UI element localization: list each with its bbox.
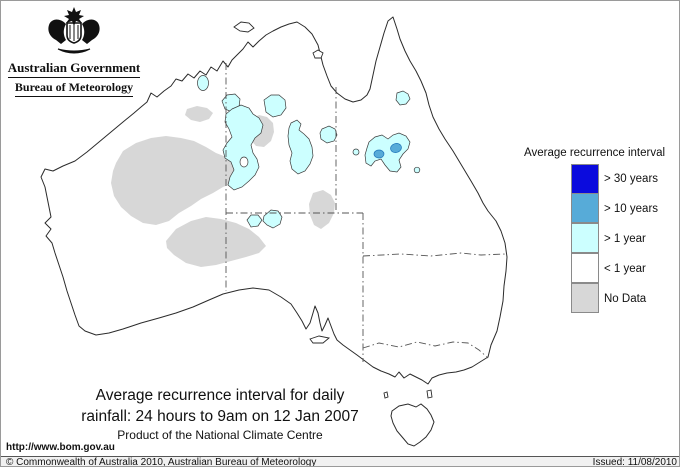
border-qld-nsw [362, 252, 506, 257]
border-nsw-vic [362, 341, 489, 359]
legend-label-gt30: > 30 years [604, 173, 659, 185]
no-data-region-corner [309, 190, 335, 229]
rain-patch-nt-central [222, 104, 264, 191]
coat-of-arms-icon [48, 7, 100, 54]
bom-url: http://www.bom.gov.au [6, 442, 115, 453]
rain-spot-qld-east [390, 143, 402, 153]
footer-bar: © Commonwealth of Australia 2010, Austra… [1, 457, 679, 467]
flinders-island [426, 389, 433, 399]
legend-swatch-gt1 [571, 223, 599, 253]
rain-patch-qld [364, 132, 411, 173]
no-data-region-wa-south [166, 217, 266, 267]
rain-patch-dot-qld-south [413, 166, 421, 174]
crest-kangaroo [48, 19, 66, 44]
gov-title: Australian Government [7, 61, 141, 78]
legend-title: Average recurrence interval [524, 147, 666, 159]
caption-line3: Product of the National Climate Centre [117, 428, 323, 442]
legend-swatch-gt10 [571, 193, 599, 223]
rain-gt10yr-regions [373, 143, 402, 159]
rain-spot-qld-west [373, 149, 385, 159]
crest-star [64, 7, 84, 26]
rain-patch-sa-border-east [262, 209, 283, 229]
crest-scroll [57, 48, 91, 54]
rain-patch-sa-border-west [246, 214, 263, 228]
copyright-text: © Commonwealth of Australia 2010, Austra… [6, 457, 317, 467]
legend-swatch-lt1 [571, 253, 599, 283]
mainland-coastline [40, 16, 508, 385]
state-borders [225, 63, 506, 362]
crest-shield [66, 22, 82, 44]
issued-date: Issued: 11/08/2010 [592, 457, 677, 467]
legend-label-gt1: > 1 year [604, 233, 646, 245]
legend-label-gt10: > 10 years [604, 203, 659, 215]
no-data-region-kimberley [185, 106, 213, 122]
groote-eylandt [312, 49, 324, 59]
agency-title: Bureau of Meteorology [14, 81, 134, 97]
legend-label-lt1: < 1 year [604, 263, 646, 275]
rain-patch-border [319, 125, 338, 144]
rain-patch-nt-top-east [263, 94, 287, 118]
melville-island [233, 21, 255, 33]
crest-emu [82, 19, 100, 44]
legend-swatch-gt30 [571, 164, 599, 194]
king-island [383, 391, 389, 399]
rain-patch-hole [239, 156, 249, 168]
legend-swatch-nodata [571, 283, 599, 313]
legend-label-nodata: No Data [604, 293, 647, 305]
no-data-region-wa-north [111, 136, 241, 225]
tasmania [390, 403, 435, 447]
footer-divider [1, 456, 679, 457]
rain-patch-nt-east [287, 119, 314, 175]
rain-gt1yr-regions [197, 75, 421, 229]
caption-line1: Average recurrence interval for daily [95, 387, 345, 404]
map-caption: Average recurrence interval for daily ra… [30, 386, 410, 442]
rain-patch-dot-west-qld [352, 148, 360, 156]
rain-patch-kimberley [197, 75, 209, 91]
kangaroo-island [309, 335, 331, 344]
rain-patch-cape-york [395, 90, 411, 106]
caption-line2: rainfall: 24 hours to 9am on 12 Jan 2007 [81, 408, 359, 425]
bom-logo: Australian Government Bureau of Meteorol… [1, 5, 147, 97]
